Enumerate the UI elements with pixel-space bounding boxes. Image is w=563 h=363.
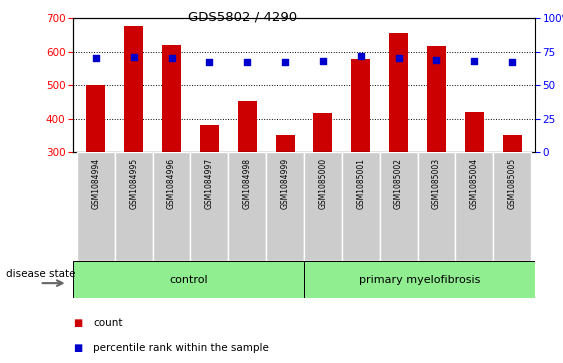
Text: disease state: disease state bbox=[6, 269, 75, 279]
Point bbox=[470, 58, 479, 64]
Bar bbox=[77, 152, 115, 261]
Bar bbox=[124, 25, 143, 152]
Point bbox=[129, 54, 138, 60]
Text: GSM1085003: GSM1085003 bbox=[432, 158, 441, 209]
Bar bbox=[266, 152, 304, 261]
Bar bbox=[427, 46, 446, 152]
Text: primary myelofibrosis: primary myelofibrosis bbox=[359, 274, 480, 285]
Text: GSM1085002: GSM1085002 bbox=[394, 158, 403, 209]
Bar bbox=[238, 101, 257, 152]
Text: percentile rank within the sample: percentile rank within the sample bbox=[93, 343, 269, 354]
Text: GSM1084995: GSM1084995 bbox=[129, 158, 138, 209]
Bar bbox=[190, 152, 229, 261]
Text: GSM1084994: GSM1084994 bbox=[91, 158, 100, 209]
Bar bbox=[153, 152, 190, 261]
Point bbox=[319, 58, 328, 64]
Bar bbox=[87, 85, 105, 152]
Bar bbox=[351, 59, 370, 152]
Bar bbox=[418, 152, 455, 261]
Text: GSM1084997: GSM1084997 bbox=[205, 158, 214, 209]
Text: GSM1085004: GSM1085004 bbox=[470, 158, 479, 209]
Bar bbox=[379, 152, 418, 261]
Point bbox=[356, 53, 365, 59]
Point bbox=[280, 60, 289, 65]
Bar bbox=[314, 113, 332, 152]
Bar bbox=[229, 152, 266, 261]
Point bbox=[394, 56, 403, 61]
Point bbox=[167, 56, 176, 61]
Bar bbox=[455, 152, 493, 261]
Text: GSM1084999: GSM1084999 bbox=[280, 158, 289, 209]
Text: GSM1085005: GSM1085005 bbox=[508, 158, 517, 209]
Bar bbox=[304, 152, 342, 261]
Text: GDS5802 / 4290: GDS5802 / 4290 bbox=[187, 11, 297, 24]
Bar bbox=[200, 125, 219, 152]
Bar bbox=[493, 152, 531, 261]
Point bbox=[205, 60, 214, 65]
Point bbox=[243, 60, 252, 65]
Bar bbox=[465, 112, 484, 152]
Bar bbox=[342, 152, 379, 261]
Bar bbox=[389, 33, 408, 152]
Text: ■: ■ bbox=[73, 343, 82, 354]
Bar bbox=[276, 135, 294, 152]
Bar bbox=[304, 261, 535, 298]
Text: GSM1085000: GSM1085000 bbox=[319, 158, 328, 209]
Text: GSM1084998: GSM1084998 bbox=[243, 158, 252, 209]
Bar bbox=[73, 261, 304, 298]
Text: GSM1085001: GSM1085001 bbox=[356, 158, 365, 209]
Point bbox=[432, 57, 441, 63]
Text: count: count bbox=[93, 318, 122, 328]
Point bbox=[508, 60, 517, 65]
Text: control: control bbox=[169, 274, 208, 285]
Text: GSM1084996: GSM1084996 bbox=[167, 158, 176, 209]
Bar bbox=[115, 152, 153, 261]
Text: ■: ■ bbox=[73, 318, 82, 328]
Bar bbox=[503, 135, 521, 152]
Point bbox=[91, 56, 100, 61]
Bar bbox=[162, 45, 181, 152]
